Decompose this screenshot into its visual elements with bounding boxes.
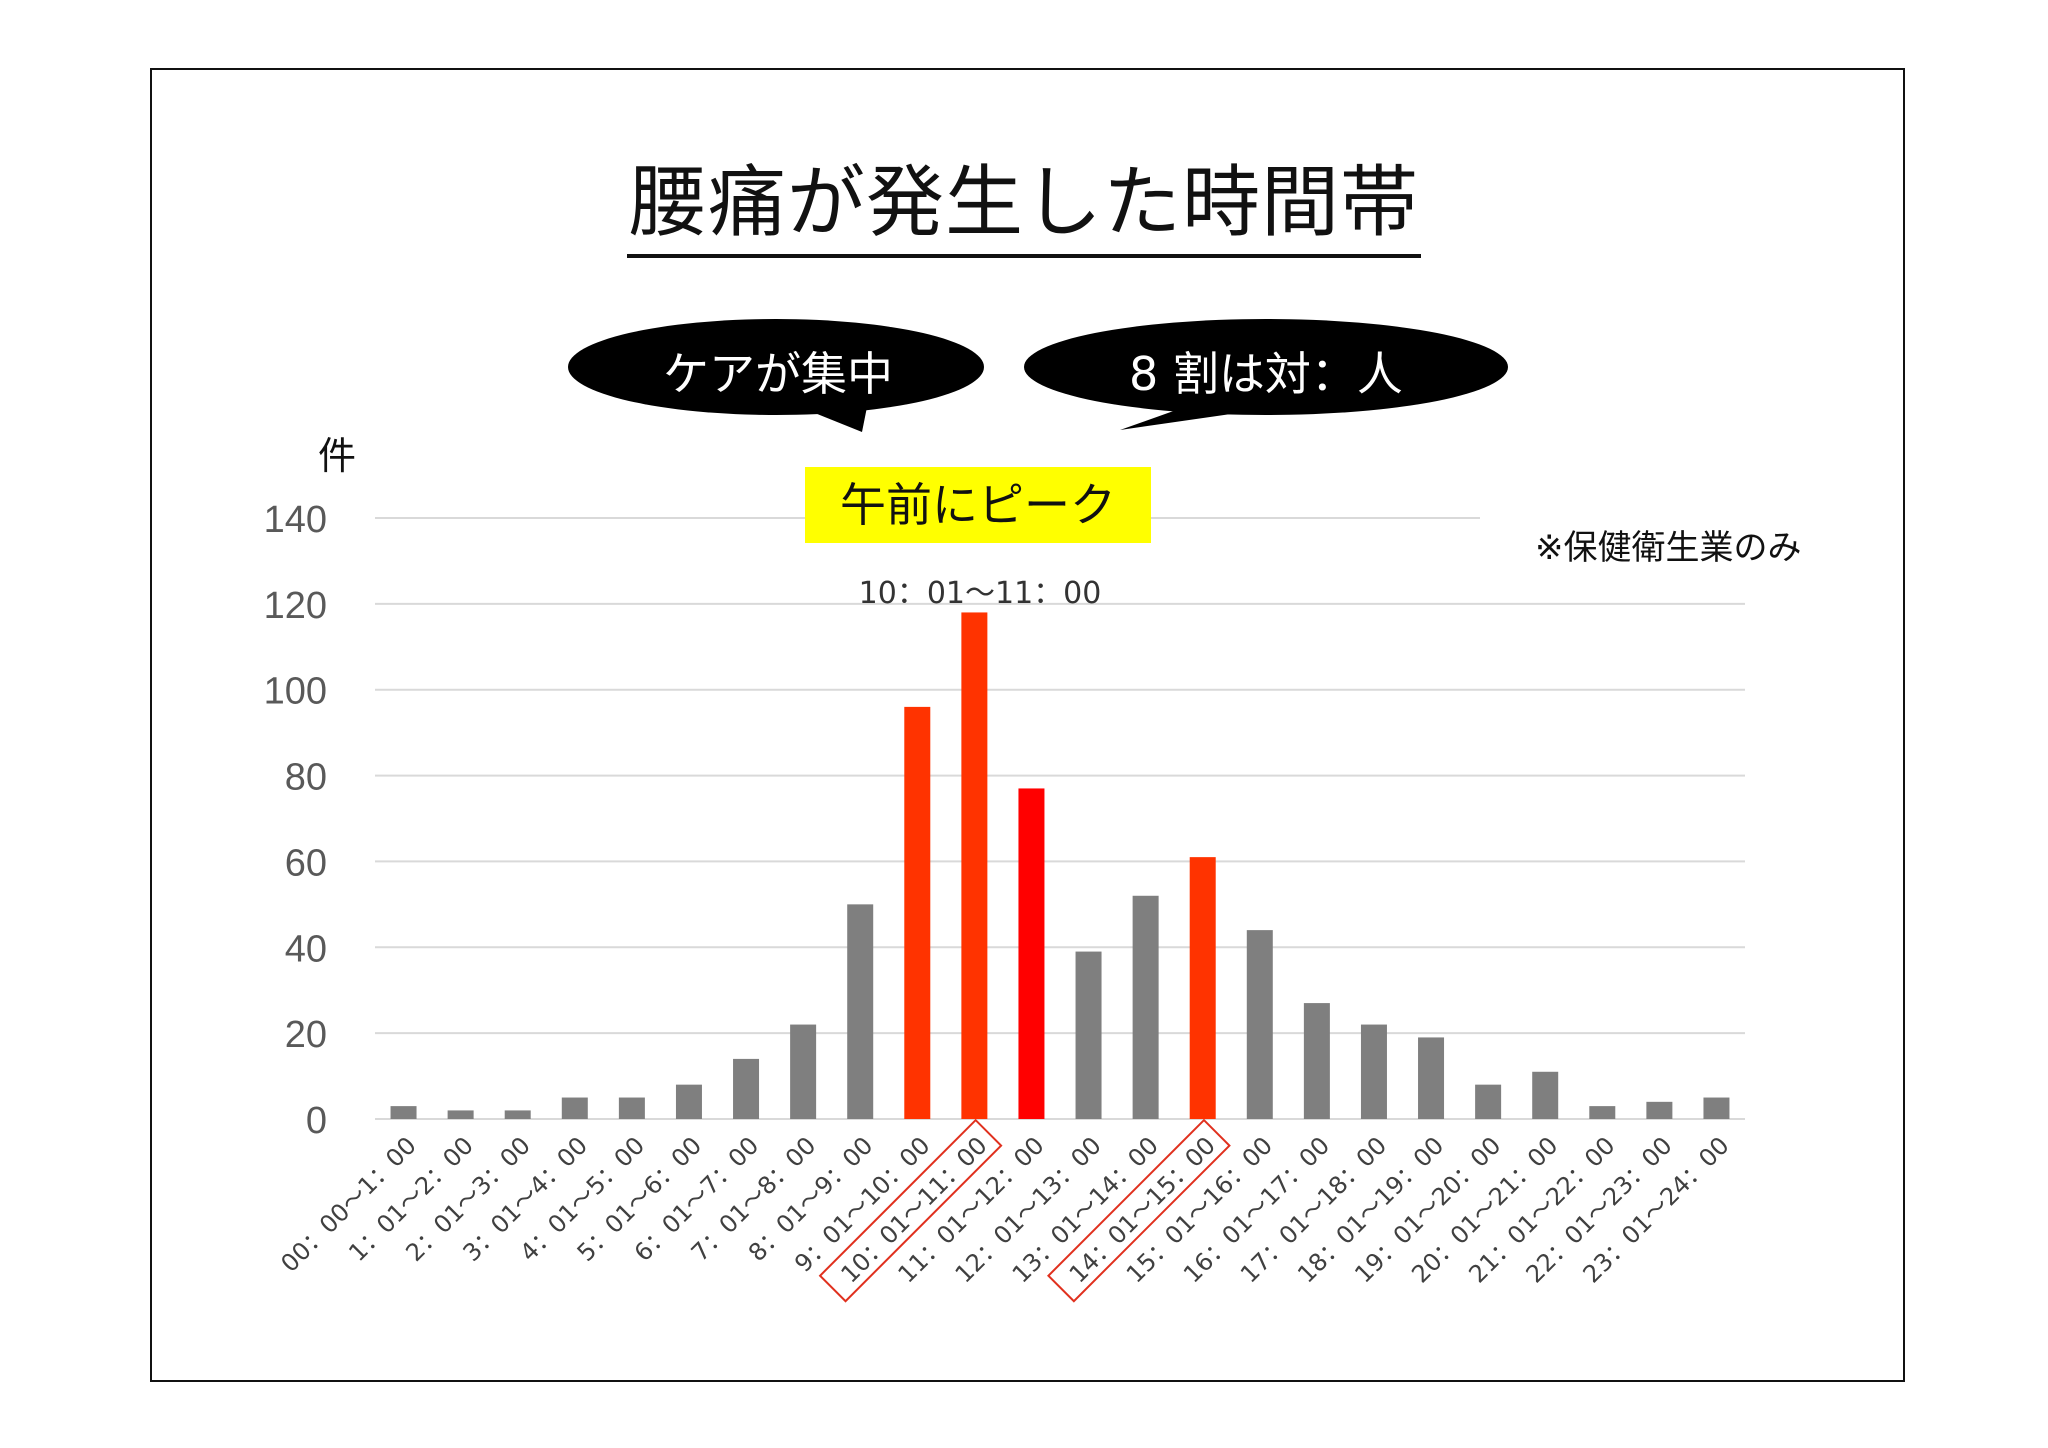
bar bbox=[447, 1110, 474, 1119]
page-title: 腰痛が発生した時間帯 bbox=[0, 140, 2048, 258]
category-outline bbox=[818, 1118, 1003, 1303]
bar bbox=[1703, 1097, 1730, 1119]
bubble-right bbox=[1024, 319, 1508, 430]
bubble-left bbox=[568, 319, 984, 432]
bar bbox=[1360, 1024, 1387, 1119]
bar bbox=[904, 706, 931, 1119]
bar bbox=[390, 1106, 417, 1119]
y-tick-label: 100 bbox=[264, 671, 327, 713]
bar bbox=[790, 1024, 817, 1119]
bar bbox=[504, 1110, 531, 1119]
y-tick-label: 140 bbox=[264, 499, 327, 541]
scope-note: ※保健衛生業のみ bbox=[1535, 528, 1802, 568]
category-outlines bbox=[818, 1118, 1231, 1303]
y-tick-label: 20 bbox=[285, 1014, 327, 1056]
y-axis-ticks: 0 20 40 60 80 100 120 140 bbox=[264, 499, 327, 1142]
y-axis-unit-label: 件 bbox=[318, 434, 357, 478]
bar bbox=[1246, 930, 1273, 1119]
bar bbox=[847, 904, 874, 1119]
peak-badge: 午前にピーク bbox=[805, 467, 1151, 543]
y-tick-label: 40 bbox=[285, 928, 327, 970]
bar bbox=[1075, 951, 1102, 1119]
bar bbox=[733, 1058, 760, 1119]
bar bbox=[1018, 788, 1045, 1119]
bar bbox=[618, 1097, 645, 1119]
bar bbox=[961, 612, 988, 1119]
x-axis-labels: 00：00〜1：001：01〜2：002：01〜3：003：01〜4：004：0… bbox=[275, 1131, 1734, 1288]
bar bbox=[1589, 1106, 1616, 1119]
bubble-right-text: 8 割は対：人 bbox=[1129, 347, 1403, 401]
y-tick-label: 60 bbox=[285, 842, 327, 884]
bar bbox=[1303, 1003, 1330, 1119]
y-tick-label: 80 bbox=[285, 757, 327, 799]
bar bbox=[1189, 857, 1216, 1119]
bar bbox=[1132, 895, 1159, 1119]
bar bbox=[1475, 1084, 1502, 1119]
y-tick-label: 120 bbox=[264, 585, 327, 627]
bar bbox=[1646, 1101, 1673, 1119]
category-outline bbox=[1047, 1118, 1231, 1303]
bar bbox=[561, 1097, 588, 1119]
chart-bars bbox=[390, 612, 1730, 1119]
bar bbox=[675, 1084, 702, 1119]
bar bbox=[1532, 1071, 1559, 1119]
peak-time-label: 10：01〜11：00 bbox=[858, 576, 1102, 611]
slide-frame bbox=[150, 68, 1905, 1382]
y-tick-label: 0 bbox=[306, 1100, 327, 1142]
bar bbox=[1418, 1037, 1445, 1119]
bubble-left-text: ケアが集中 bbox=[663, 347, 893, 401]
